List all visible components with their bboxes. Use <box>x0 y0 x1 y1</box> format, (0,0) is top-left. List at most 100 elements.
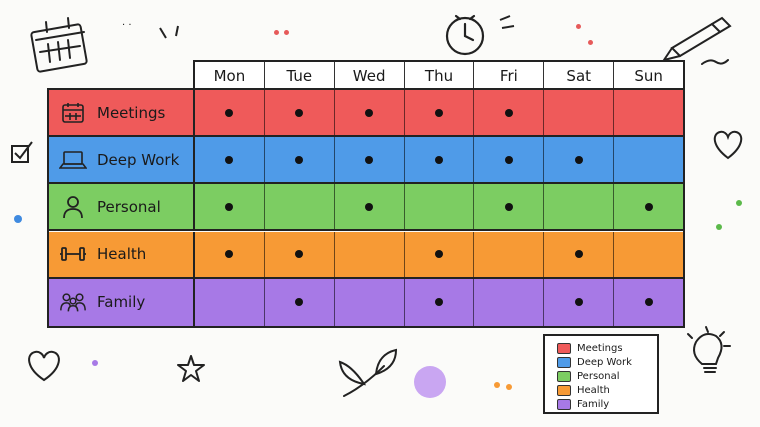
category-rows: Meetings Deep Work Personal Health Family <box>47 88 685 328</box>
schedule-cell[interactable] <box>544 90 615 135</box>
schedule-cell[interactable] <box>405 278 475 326</box>
orange-dot-icon <box>506 384 512 390</box>
schedule-cell[interactable] <box>335 90 405 135</box>
scheduled-dot-icon <box>435 108 443 117</box>
weekly-schedule-grid: Mon Tue Wed Thu Fri Sat Sun Meetings Deep… <box>47 60 685 328</box>
red-dots-icon <box>576 24 581 29</box>
scheduled-dot-icon <box>504 108 513 117</box>
legend-item: Personal <box>557 369 657 383</box>
sparkle-lines-icon <box>159 25 179 39</box>
heart-icon <box>713 130 743 160</box>
schedule-cell[interactable] <box>335 231 405 277</box>
clock-icon <box>445 14 485 56</box>
sparkle-lines-icon <box>499 15 515 29</box>
schedule-cell[interactable] <box>195 90 265 135</box>
legend-label: Meetings <box>577 342 623 354</box>
schedule-cell[interactable] <box>195 137 265 183</box>
schedule-cell[interactable] <box>405 90 475 135</box>
category-name: Personal <box>97 197 161 216</box>
legend-item: Deep Work <box>557 355 657 369</box>
category-name: Health <box>97 245 147 264</box>
schedule-cell[interactable] <box>335 278 405 326</box>
schedule-cell[interactable] <box>195 231 265 277</box>
lightbulb-icon <box>687 326 731 373</box>
star-icon <box>177 355 205 382</box>
scheduled-dot-icon <box>574 250 583 259</box>
schedule-cell[interactable] <box>544 137 615 183</box>
category-name: Deep Work <box>97 150 180 169</box>
scheduled-dot-icon <box>295 155 304 164</box>
schedule-cell[interactable] <box>405 231 475 277</box>
schedule-cell[interactable] <box>265 231 335 277</box>
schedule-cell[interactable] <box>474 90 545 135</box>
scheduled-dot-icon <box>644 298 653 307</box>
category-row: Meetings <box>49 90 683 137</box>
calendar-doodle-icon <box>30 17 88 73</box>
leaf-icon <box>338 348 398 397</box>
scheduled-dot-icon <box>574 155 583 164</box>
schedule-cell[interactable] <box>474 184 545 230</box>
blue-dot-icon <box>14 215 22 223</box>
category-label: Meetings <box>49 90 195 135</box>
legend-swatch <box>557 384 571 396</box>
schedule-cell[interactable] <box>265 137 335 183</box>
purple-circle-icon <box>414 366 446 398</box>
scheduled-dot-icon <box>225 155 234 164</box>
legend-swatch <box>557 398 571 410</box>
day-header-row: Mon Tue Wed Thu Fri Sat Sun <box>193 60 685 88</box>
schedule-cell[interactable] <box>265 90 335 135</box>
red-dots-icon <box>284 30 289 35</box>
schedule-cell[interactable] <box>614 184 683 229</box>
orange-dot-icon <box>494 382 500 388</box>
day-header-thu: Thu <box>405 62 475 88</box>
scheduled-dot-icon <box>295 108 304 117</box>
category-label: Health <box>49 231 195 277</box>
legend-item: Family <box>557 397 657 411</box>
schedule-cell[interactable] <box>265 184 335 230</box>
schedule-cell[interactable] <box>335 137 405 183</box>
family-icon <box>59 291 87 313</box>
day-header-tue: Tue <box>265 62 335 88</box>
day-header-sun: Sun <box>634 67 663 85</box>
schedule-cell[interactable] <box>614 90 683 135</box>
day-header-fri: Fri <box>474 62 545 88</box>
checkbox-icon <box>11 141 33 163</box>
schedule-cell[interactable] <box>195 278 265 326</box>
day-header-mon: Mon <box>195 62 265 88</box>
schedule-cell[interactable] <box>195 184 265 230</box>
schedule-cell[interactable] <box>544 184 615 230</box>
heart-icon <box>28 350 60 382</box>
schedule-cell[interactable] <box>474 137 545 183</box>
schedule-cell[interactable] <box>405 184 475 230</box>
dumbbell-icon <box>59 243 87 265</box>
schedule-cell[interactable] <box>614 137 683 182</box>
schedule-cell[interactable] <box>544 278 615 326</box>
schedule-cell[interactable] <box>474 231 545 277</box>
schedule-cell[interactable] <box>544 231 615 277</box>
schedule-cell[interactable] <box>614 232 683 277</box>
scheduled-dot-icon <box>365 108 374 117</box>
scheduled-dot-icon <box>295 250 304 259</box>
green-dot-icon <box>716 224 722 230</box>
schedule-cell[interactable] <box>335 184 405 230</box>
legend-label: Health <box>577 384 610 396</box>
scheduled-dot-icon <box>225 108 234 117</box>
scheduled-dot-icon <box>295 298 304 307</box>
schedule-cell[interactable] <box>474 278 545 326</box>
scheduled-dot-icon <box>225 250 234 259</box>
scheduled-dot-icon <box>365 155 374 164</box>
scheduled-dot-icon <box>644 202 653 211</box>
schedule-cell[interactable] <box>265 278 335 326</box>
category-label: Family <box>49 278 195 326</box>
day-header-wed: Wed <box>335 62 405 88</box>
category-row: Personal <box>49 184 683 232</box>
legend-label: Family <box>577 398 610 410</box>
category-name: Meetings <box>97 103 166 122</box>
legend-swatch <box>557 370 571 382</box>
calendar-icon <box>59 102 87 124</box>
pen-icon <box>661 16 732 65</box>
scheduled-dot-icon <box>365 202 374 211</box>
schedule-cell[interactable] <box>405 137 475 183</box>
legend-item: Health <box>557 383 657 397</box>
schedule-cell[interactable] <box>614 279 683 326</box>
